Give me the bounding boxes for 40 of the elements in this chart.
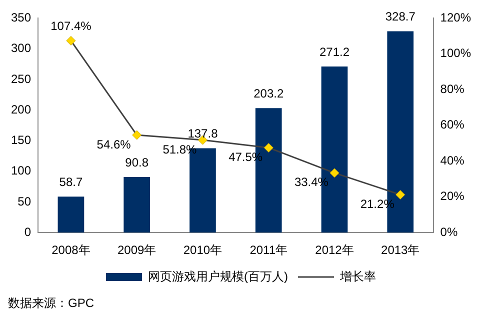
bar — [124, 176, 150, 233]
point — [330, 168, 340, 178]
point — [66, 36, 76, 46]
y-tick-label: 350 — [10, 10, 32, 25]
y-tick-label: 250 — [10, 72, 32, 86]
data-label: 137.8 — [188, 126, 218, 140]
y-tick-label: 0 — [24, 224, 32, 239]
x-tick-label: 2009年 — [117, 243, 156, 258]
data-label: 58.7 — [59, 174, 83, 189]
y-tick-label: 200 — [10, 102, 32, 116]
x-tick-label: 2012年 — [315, 243, 354, 258]
point — [396, 190, 406, 200]
y2-tick-label: 0% — [440, 224, 458, 239]
legend-label: 网页游戏用户规模(百万人) — [148, 269, 288, 284]
data-label: 107.4% — [50, 19, 92, 34]
x-tick-label: 2008年 — [52, 243, 90, 258]
y-tick-label: 300 — [10, 41, 32, 56]
y-tick-label: 150 — [10, 133, 32, 148]
y-tick-label: 50 — [18, 194, 32, 208]
point — [264, 142, 274, 152]
y-tick-label: 100 — [10, 164, 32, 178]
data-label: 90.8 — [125, 155, 149, 170]
source-note: 数据来源：GPC — [8, 295, 96, 312]
data-label: 54.6% — [96, 137, 132, 152]
legend-label: 增长率 — [338, 269, 376, 284]
data-label: 271.2 — [319, 44, 350, 59]
x-tick-label: 2010年 — [183, 243, 222, 258]
point — [132, 130, 142, 140]
x-tick-label: 2011年 — [250, 243, 288, 258]
y2-tick-label: 40% — [440, 153, 465, 168]
data-label: 328.7 — [385, 10, 416, 24]
data-label: 51.8% — [162, 142, 198, 156]
y2-tick-label: 120% — [440, 10, 472, 25]
y2-tick-label: 20% — [440, 189, 465, 204]
y2-tick-label: 100% — [440, 46, 472, 60]
bar — [58, 196, 84, 233]
data-label: 203.2 — [254, 86, 284, 100]
y2-tick-label: 60% — [440, 118, 465, 132]
y2-tick-label: 80% — [440, 82, 465, 96]
x-tick-label: 2013年 — [381, 243, 420, 258]
